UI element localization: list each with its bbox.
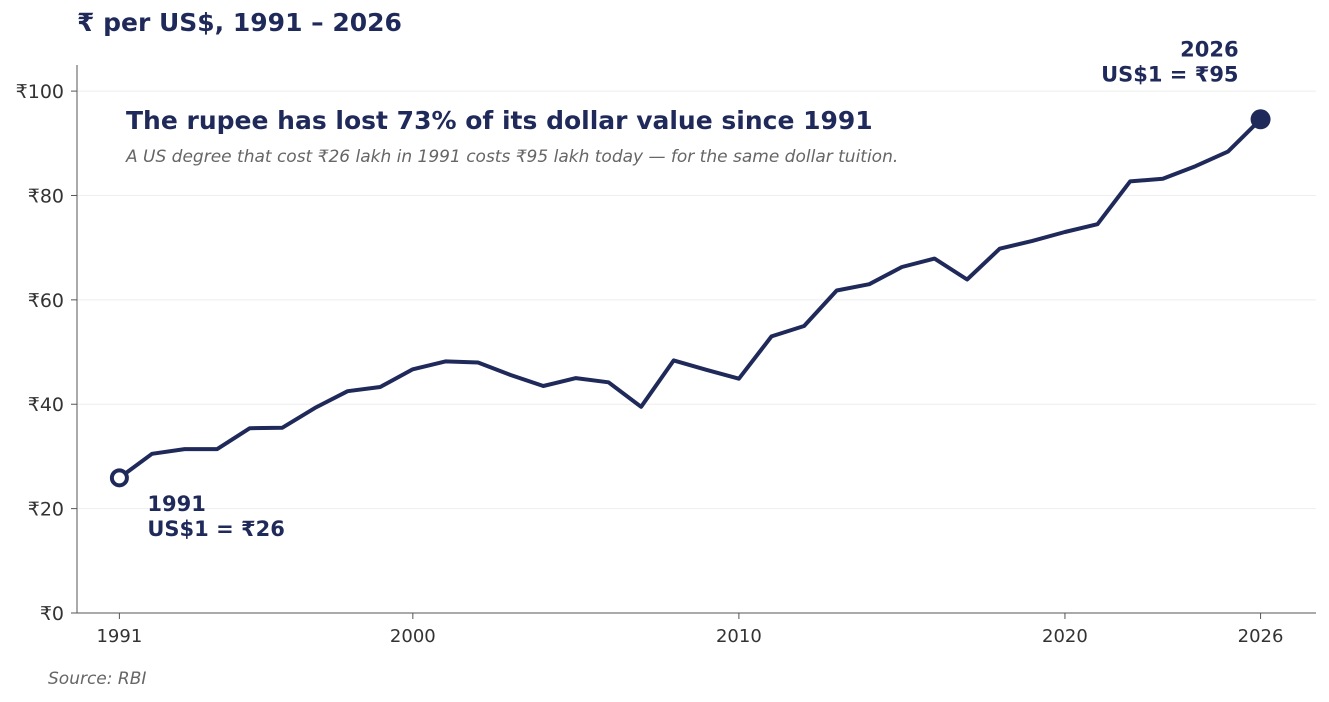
chart-headline: The rupee has lost 73% of its dollar val… bbox=[126, 106, 873, 135]
y-tick-label: ₹20 bbox=[28, 499, 64, 521]
end-point-marker bbox=[1250, 109, 1271, 130]
x-tick-label: 1991 bbox=[96, 626, 142, 647]
y-tick-label: ₹80 bbox=[28, 185, 64, 207]
exchange-rate-line bbox=[117, 117, 1263, 480]
end-annotation-year: 2026 bbox=[1180, 37, 1238, 61]
chart-subtitle: A US degree that cost ₹26 lakh in 1991 c… bbox=[125, 147, 898, 167]
start-annotation-year: 1991 bbox=[147, 492, 205, 516]
x-tick-label: 2020 bbox=[1042, 626, 1088, 647]
chart-title: ₹ per US$, 1991 – 2026 bbox=[77, 8, 402, 37]
y-tick-label: ₹0 bbox=[40, 603, 64, 625]
x-tick-label: 2000 bbox=[390, 626, 436, 647]
end-annotation-rate: US$1 = ₹95 bbox=[1101, 62, 1238, 86]
start-point-marker bbox=[109, 468, 129, 488]
start-annotation-rate: US$1 = ₹26 bbox=[147, 517, 284, 541]
source-note: Source: RBI bbox=[48, 669, 147, 689]
y-tick-label: ₹40 bbox=[28, 394, 64, 416]
y-tick-label: ₹60 bbox=[28, 290, 64, 312]
x-tick-label: 2026 bbox=[1238, 626, 1284, 647]
y-tick-label: ₹100 bbox=[16, 81, 64, 103]
x-tick-label: 2010 bbox=[716, 626, 762, 647]
